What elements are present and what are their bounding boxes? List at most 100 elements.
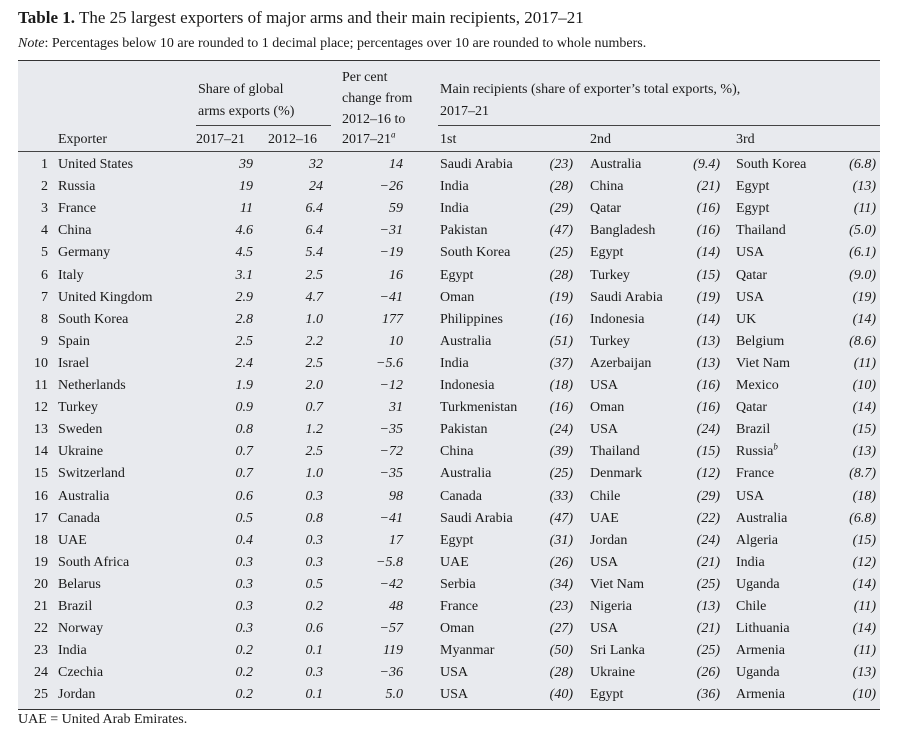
recipient-2nd-share-cell-text: (16): [696, 378, 720, 393]
share-2017-21-cell: 2.4: [193, 353, 254, 375]
share-2012-16-cell: 2.5: [263, 265, 324, 287]
recipient-3rd-share-cell: (8.7): [828, 463, 876, 485]
share-2012-16-cell-text: 4.7: [305, 289, 324, 305]
recipient-3rd-cell-text: India: [736, 554, 765, 570]
recipient-1st-cell: UAE: [440, 552, 469, 574]
recipient-3rd-share-cell-text: (6.8): [849, 157, 876, 172]
share-2012-16-cell-text: 1.0: [305, 311, 324, 327]
header-recipient-1st: 1st: [440, 132, 457, 147]
percent-change-cell: −5.8: [338, 552, 403, 574]
recipient-2nd-cell-text: Thailand: [590, 444, 640, 460]
rank-cell: 23: [18, 640, 48, 662]
recipient-2nd-cell: USA: [590, 419, 618, 441]
share-2017-21-cell-text: 0.2: [235, 687, 254, 703]
recipient-3rd-share-cell-text: (14): [852, 400, 876, 416]
exporter-cell: South Africa: [58, 552, 129, 574]
share-2012-16-cell: 6.4: [263, 220, 324, 242]
recipient-3rd-share-cell: (13): [828, 441, 876, 463]
recipient-3rd-cell-text: Egypt: [736, 201, 770, 217]
recipient-3rd-cell: France: [736, 463, 774, 485]
recipient-3rd-cell: Qatar: [736, 265, 767, 287]
rank-cell: 10: [18, 353, 48, 375]
recipient-3rd-cell-text: USA: [736, 488, 765, 504]
footnote-marker: b: [773, 441, 778, 452]
exporter-cell: Russia: [58, 176, 95, 198]
recipient-1st-share-cell-text: (47): [549, 223, 573, 239]
recipient-1st-share-cell: (23): [533, 596, 573, 618]
recipient-1st-share-cell: (28): [533, 662, 573, 684]
rank-cell-text: 5: [41, 245, 48, 261]
share-2012-16-cell: 2.5: [263, 441, 324, 463]
recipient-2nd-cell: USA: [590, 552, 618, 574]
percent-change-cell: 31: [338, 397, 403, 419]
share-2012-16-cell: 0.3: [263, 486, 324, 508]
share-2017-21-cell: 2.8: [193, 309, 254, 331]
recipient-2nd-share-cell-text: (21): [696, 621, 720, 637]
recipient-1st-cell-text: Egypt: [440, 532, 474, 548]
percent-change-cell: −26: [338, 176, 403, 198]
recipient-1st-share-cell: (25): [533, 463, 573, 485]
exporter-cell-text: UAE: [58, 532, 87, 548]
share-2017-21-cell: 4.5: [193, 242, 254, 264]
share-2017-21-cell: 0.3: [193, 552, 254, 574]
recipient-1st-share-cell: (34): [533, 574, 573, 596]
share-2017-21-cell: 19: [193, 176, 253, 198]
recipient-2nd-share-cell: (13): [678, 596, 720, 618]
recipient-2nd-cell-text: Viet Nam: [590, 576, 644, 592]
percent-change-cell: 98: [338, 486, 403, 508]
percent-change-cell: 17: [338, 530, 403, 552]
recipient-2nd-cell: Indonesia: [590, 309, 644, 331]
rank-cell-text: 19: [34, 554, 48, 570]
recipient-2nd-cell-text: Egypt: [590, 687, 624, 703]
rank-cell-text: 10: [34, 355, 48, 371]
recipient-1st-cell: Egypt: [440, 265, 473, 287]
header-recipient-3rd: 3rd: [736, 132, 755, 147]
recipient-1st-cell-text: Pakistan: [440, 422, 488, 438]
recipient-1st-cell: Myanmar: [440, 640, 494, 662]
share-2017-21-cell-text: 0.7: [235, 444, 254, 460]
recipient-1st-cell: India: [440, 198, 469, 220]
recipient-1st-share-cell-text: (28): [549, 267, 573, 283]
exporter-cell: Italy: [58, 265, 84, 287]
table-row: 24 Czechia 0.2 0.3 −36 USA (28) Ukraine (26) Ugan…: [18, 662, 880, 684]
percent-change-cell-text: −19: [379, 245, 403, 261]
table-row: 8 South Korea 2.8 1.0 177 Philippines (16) Indo…: [18, 309, 880, 331]
recipient-2nd-share-cell: (16): [678, 220, 720, 242]
recipient-1st-share-cell-text: (24): [549, 422, 573, 438]
recipient-1st-cell-text: Indonesia: [440, 378, 495, 393]
rank-cell: 25: [18, 684, 48, 706]
recipient-3rd-cell-text: Lithuania: [736, 621, 790, 637]
percent-change-cell: −36: [338, 662, 403, 684]
recipient-2nd-cell: UAE: [590, 508, 619, 530]
share-2012-16-cell-text: 2.5: [305, 267, 324, 283]
recipient-3rd-cell: Armenia: [736, 640, 785, 662]
recipient-3rd-cell-text: Armenia: [736, 643, 785, 659]
recipient-1st-share-cell-text: (33): [549, 488, 573, 504]
header-change-period: 2017–21: [342, 132, 391, 147]
recipient-1st-cell-text: Turkmenistan: [440, 400, 518, 416]
share-2017-21-cell: 1.9: [193, 375, 254, 397]
recipient-2nd-cell: Qatar: [590, 198, 621, 220]
recipient-2nd-cell-text: Qatar: [590, 201, 622, 217]
share-2017-21-cell: 0.3: [193, 596, 254, 618]
rank-cell-text: 16: [34, 488, 48, 504]
share-2017-21-cell: 2.5: [193, 331, 254, 353]
exporter-cell-text: Switzerland: [58, 466, 125, 482]
share-2017-21-cell-text: 0.3: [235, 554, 254, 570]
recipient-3rd-cell-text: USA: [736, 289, 765, 305]
share-2017-21-cell-text: 0.2: [235, 643, 254, 659]
share-2017-21-cell: 0.8: [193, 419, 254, 441]
recipient-1st-share-cell-text: (29): [549, 201, 573, 217]
recipient-1st-share-cell-text: (39): [549, 444, 573, 460]
header-recipients-line1: Main recipients (share of exporter’s tot…: [440, 82, 741, 97]
table-row: 13 Sweden 0.8 1.2 −35 Pakistan (24) USA (24) Braz…: [18, 419, 880, 441]
share-2012-16-cell-text: 1.0: [305, 466, 324, 482]
rank-cell-text: 12: [34, 400, 48, 416]
rank-cell: 20: [18, 574, 48, 596]
share-2012-16-cell-text: 6.4: [305, 223, 324, 239]
recipient-1st-share-cell: (26): [533, 552, 573, 574]
recipient-1st-cell-text: Pakistan: [440, 223, 488, 239]
recipient-3rd-cell: USA: [736, 287, 764, 309]
share-2017-21-cell-text: 0.9: [235, 400, 254, 416]
recipient-2nd-cell-text: USA: [590, 378, 619, 393]
